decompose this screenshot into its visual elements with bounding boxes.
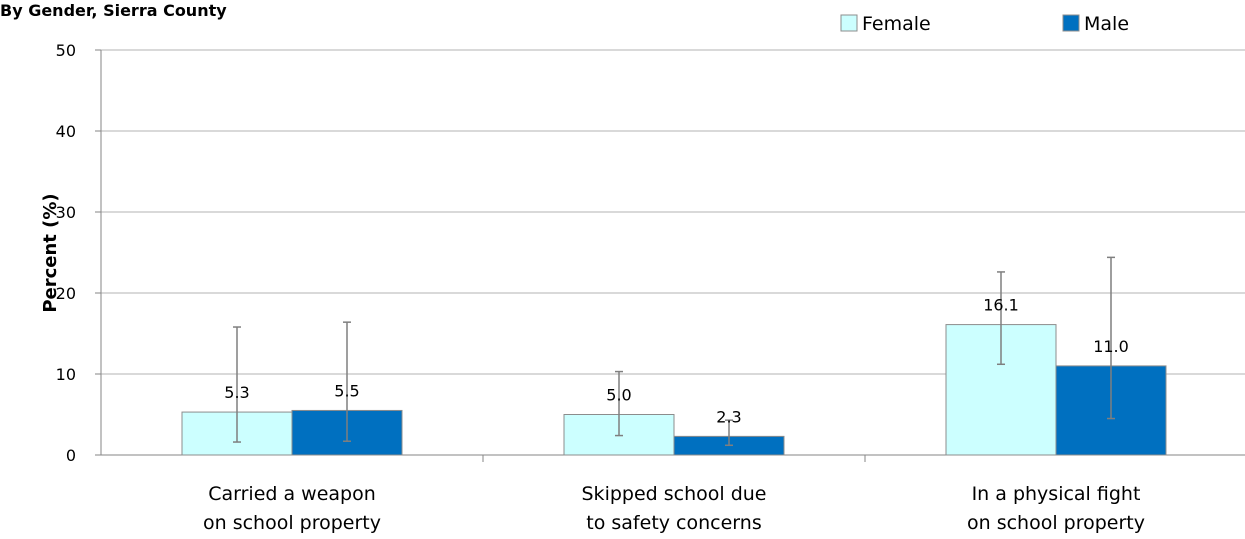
y-tick-label: 10 (56, 365, 76, 384)
category-label-line: on school property (203, 512, 381, 534)
y-tick-label: 50 (56, 41, 76, 60)
category-label-line: on school property (967, 512, 1145, 534)
legend: Female Male (840, 13, 1129, 35)
legend-swatch-female (840, 14, 858, 32)
category-label-line: to safety concerns (586, 512, 761, 534)
category-label: In a physical fight on school property (967, 483, 1145, 534)
data-label: 2.3 (716, 407, 741, 426)
legend-label-female: Female (862, 13, 931, 35)
y-tick-labels: 0 10 20 30 40 50 (56, 41, 76, 465)
data-label: 16.1 (983, 296, 1019, 315)
data-label: 5.5 (334, 381, 359, 400)
y-tick-label: 40 (56, 122, 76, 141)
data-labels: 5.3 5.0 16.1 5.5 2.3 11.0 (224, 296, 1129, 427)
legend-label-male: Male (1084, 13, 1129, 35)
category-label: Carried a weapon on school property (203, 483, 381, 534)
y-axis-label: Percent (%) (40, 193, 61, 312)
y-tick-label: 30 (56, 203, 76, 222)
data-label: 5.0 (606, 386, 631, 405)
category-label-line: Skipped school due (582, 483, 767, 505)
category-label: Skipped school due to safety concerns (582, 483, 767, 534)
category-label-line: In a physical fight (972, 483, 1141, 505)
data-label: 5.3 (224, 383, 249, 402)
y-tick-label: 20 (56, 284, 76, 303)
bars (181, 324, 1167, 456)
chart-title: By Gender, Sierra County (0, 1, 227, 20)
category-label-line: Carried a weapon (208, 483, 376, 505)
category-labels: Carried a weapon on school property Skippe… (203, 483, 1145, 534)
error-bars (233, 256, 1115, 447)
data-label: 11.0 (1093, 337, 1129, 356)
legend-swatch-male (1062, 14, 1080, 32)
y-tick-label: 0 (66, 446, 76, 465)
gridlines (101, 49, 1245, 375)
